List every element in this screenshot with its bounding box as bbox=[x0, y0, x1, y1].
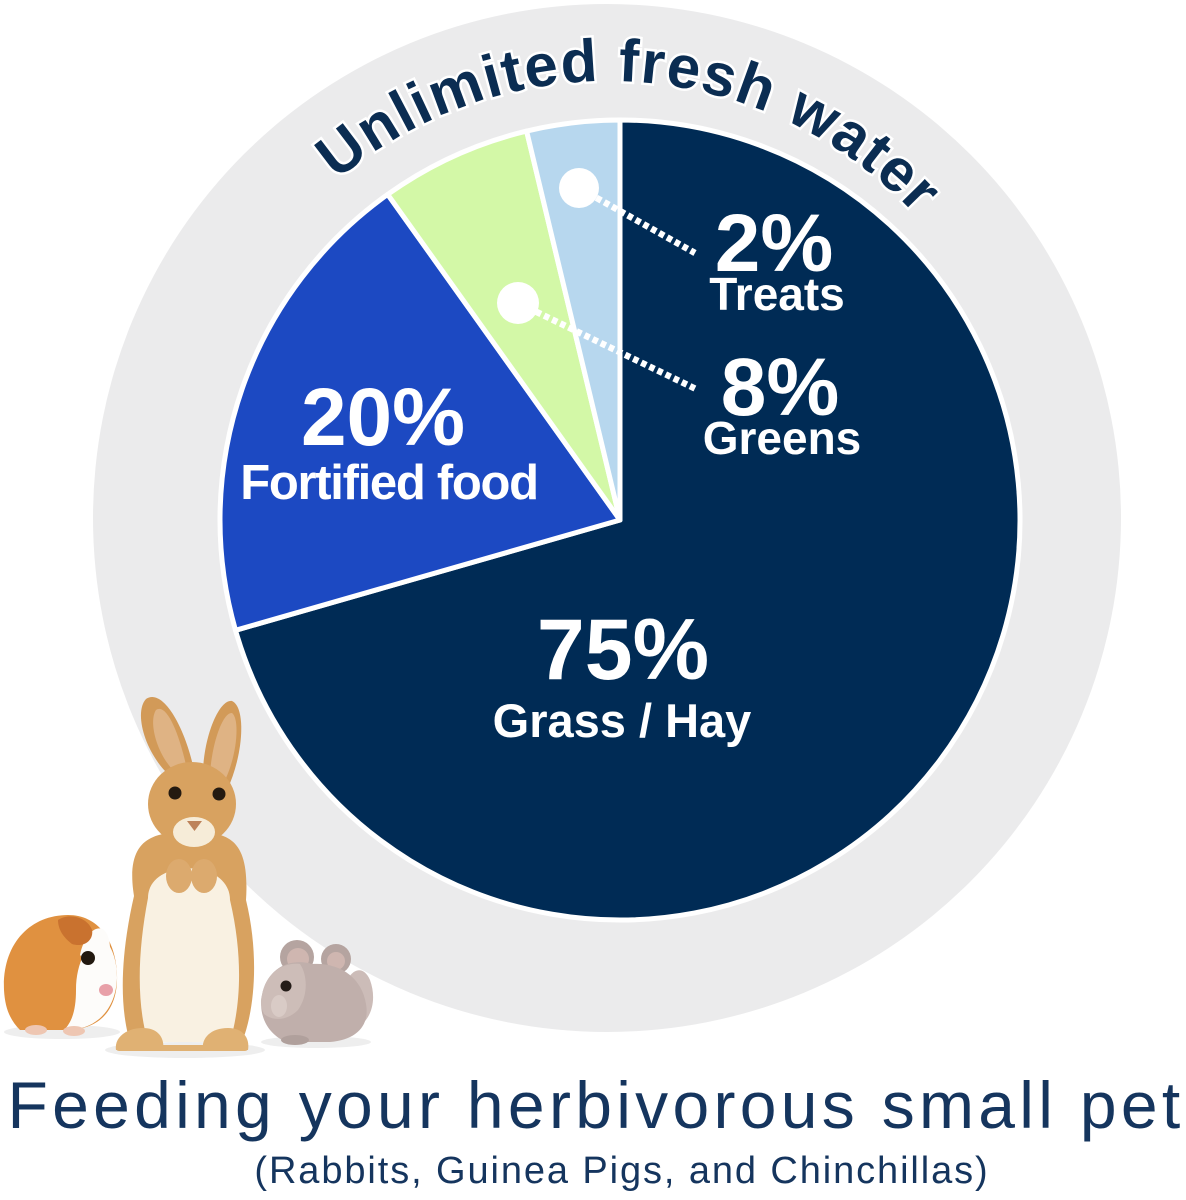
svg-text:75%: 75% bbox=[537, 602, 709, 698]
svg-text:(Rabbits, Guinea Pigs, and Chi: (Rabbits, Guinea Pigs, and Chinchillas) bbox=[254, 1150, 989, 1192]
svg-text:Treats: Treats bbox=[709, 268, 845, 320]
svg-text:Feeding your herbivorous small: Feeding your herbivorous small pet bbox=[7, 1068, 1184, 1142]
svg-text:Fortified food: Fortified food bbox=[240, 456, 538, 510]
svg-text:Grass / Hay: Grass / Hay bbox=[493, 694, 752, 747]
svg-text:Greens: Greens bbox=[703, 412, 862, 464]
svg-text:8%: 8% bbox=[721, 342, 840, 433]
svg-text:2%: 2% bbox=[715, 198, 834, 289]
svg-text:20%: 20% bbox=[301, 372, 465, 463]
